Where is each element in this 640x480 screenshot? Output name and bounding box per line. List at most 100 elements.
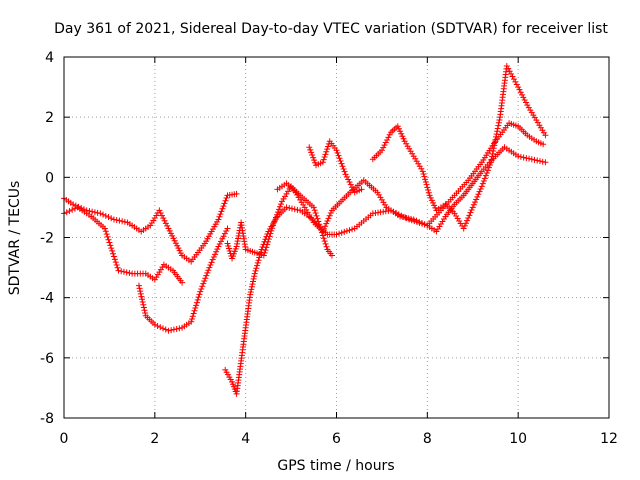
data-point [349,184,356,191]
data-point [154,322,161,329]
data-point [337,157,344,164]
data-point [477,185,484,192]
data-point [482,172,489,179]
data-point [277,201,284,208]
data-point [107,242,114,249]
data-point [138,293,145,300]
data-point [188,315,195,322]
data-point [116,217,123,224]
x-axis-tick-labels: 0 2 4 6 8 10 12 [60,431,618,447]
data-point [341,228,348,235]
data-point [339,163,346,170]
data-point [266,233,273,240]
data-point [194,296,201,303]
x-tick-label: 12 [600,431,618,447]
x-tick-label: 2 [150,431,159,447]
data-point [494,125,501,132]
data-point [520,94,527,101]
data-point [270,219,277,226]
data-point [253,265,260,272]
data-point [197,288,204,295]
data-point [422,179,429,186]
data-point [400,135,407,142]
data-point [380,144,387,151]
data-point [486,161,493,168]
data-point [328,252,335,259]
data-point [91,209,98,216]
data-point [420,170,427,177]
data-point [260,252,267,259]
data-point [517,89,524,96]
data-point [424,184,431,191]
data-point [291,206,298,213]
data-point [226,245,233,252]
data-point [510,76,517,83]
data-point [213,248,220,255]
data-point [479,180,486,187]
data-point [460,225,467,232]
data-point [283,204,290,211]
data-point [212,251,219,258]
data-point [161,217,168,224]
data-point [318,229,325,236]
data-point [311,157,318,164]
data-point [423,181,430,188]
data-point [234,240,241,247]
data-point [427,194,434,201]
data-point [168,327,175,334]
data-point [100,211,107,218]
data-point [321,238,328,245]
data-point [139,299,146,306]
data-point [308,149,315,156]
data-point [123,269,130,276]
data-point [189,313,196,320]
data-point [202,275,209,282]
data-point [324,146,331,153]
data-point [162,326,169,333]
y-tick-label: -2 [40,231,54,247]
data-point [140,301,147,308]
data-point [517,153,524,160]
data-point [271,217,278,224]
data-point [425,187,432,194]
data-point [157,210,164,217]
data-point [474,193,481,200]
data-point [495,119,502,126]
data-point [531,156,538,163]
data-point [126,269,133,276]
data-point [193,302,200,309]
data-point [430,199,437,206]
data-point [428,197,435,204]
data-point [198,285,205,292]
data-point [247,289,254,296]
data-point [250,278,257,285]
data-point [494,128,501,135]
data-point [386,131,393,138]
data-point [421,173,428,180]
data-point [312,210,319,217]
data-point [515,153,522,160]
x-tick-label: 0 [60,431,69,447]
data-point [222,197,229,204]
data-point [472,199,479,206]
data-point [335,152,342,159]
data-point [426,192,433,199]
x-axis-label: GPS time / hours [277,458,394,474]
data-point [268,227,275,234]
data-point [336,230,343,237]
data-point [120,268,127,275]
data-point [432,204,439,211]
data-point [262,247,269,254]
x-tick-label: 10 [509,431,527,447]
data-point [66,208,73,215]
data-point [310,154,317,161]
data-point [89,208,96,215]
data-point [214,246,221,253]
data-point [323,220,330,227]
data-point [113,217,120,224]
series-receiver-6 [306,138,365,196]
data-point [466,212,473,219]
data-point [294,206,301,213]
data-point [410,216,417,223]
data-point [248,283,255,290]
